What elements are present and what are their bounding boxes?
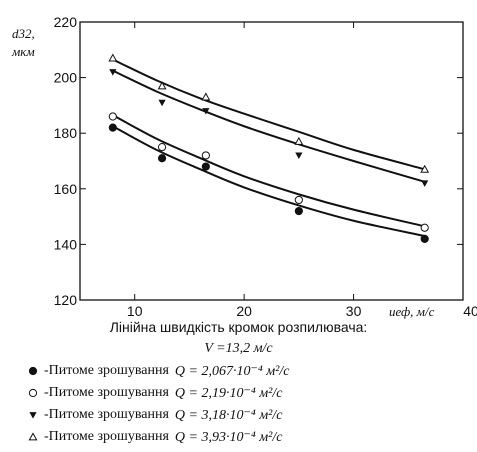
chart-caption-line-2: V =13,2 м/с — [0, 338, 477, 358]
tick-labels: 120 140 160 180 200 220 10 20 30 40 — [54, 14, 477, 319]
legend-item-2: -Питоме зрошування Q = 2,19·10⁻⁴ м²/с — [26, 382, 466, 404]
point-series-3-1 — [109, 69, 117, 76]
legend-marker-shape-3 — [29, 412, 37, 419]
chart: 120 140 160 180 200 220 10 20 30 40 d32, мкм uеф,… — [11, 14, 477, 319]
trend-line-series-1 — [112, 125, 425, 238]
legend-label-3: -Питоме зрошування — [44, 407, 169, 422]
y-tick-label-140: 140 — [54, 236, 78, 252]
chart-caption-line-1: Лінійна швидкість кромок розпилювача: — [109, 319, 368, 335]
point-series-1-2 — [157, 154, 167, 163]
legend-item-1: -Питоме зрошування Q = 2,067·10⁻⁴ м²/с — [26, 360, 466, 382]
legend-marker-shape-4 — [28, 432, 38, 441]
trend-line-series-2 — [112, 114, 425, 228]
trend-lines — [112, 58, 425, 238]
x-tick-label-40: 40 — [463, 303, 477, 319]
point-series-2-3 — [201, 151, 210, 160]
point-series-3-2 — [158, 99, 166, 107]
legend-marker-3 — [29, 412, 37, 419]
trend-line-series-4 — [112, 58, 425, 171]
legend-marker-shape-2 — [28, 388, 38, 398]
y-tick-label-200: 200 — [54, 70, 78, 86]
point-series-3-4 — [295, 152, 303, 160]
plot-area — [79, 21, 464, 301]
point-series-3-3 — [202, 108, 210, 115]
point-series-4-1 — [108, 53, 118, 62]
point-series-4-3 — [201, 92, 211, 101]
point-series-2-1 — [108, 112, 117, 121]
point-series-1-5 — [420, 234, 429, 243]
legend-formula-3: Q = 3,18·10⁻⁴ м²/с — [174, 407, 283, 423]
legend-item-4: -Питоме зрошування Q = 3,93·10⁻⁴ м²/с — [26, 426, 466, 448]
legend-item-3: -Питоме зрошування Q = 3,18·10⁻⁴ м²/с — [26, 404, 466, 426]
y-tick-label-160: 160 — [54, 181, 78, 197]
y-axis-unit: мкм — [11, 44, 35, 59]
legend-label-1: -Питоме зрошування — [44, 363, 169, 378]
velocity-text: V =13,2 м/с — [204, 341, 273, 356]
point-series-4-5 — [420, 164, 430, 173]
point-series-1-1 — [108, 123, 117, 132]
legend-formula-4: Q = 3,93·10⁻⁴ м²/с — [174, 429, 283, 445]
point-series-2-4 — [294, 195, 303, 205]
legend-marker-1 — [28, 366, 38, 376]
y-tick-label-220: 220 — [54, 14, 78, 30]
legend-label-2: -Питоме зрошування — [44, 385, 169, 400]
x-tick-label-10: 10 — [127, 303, 143, 319]
legend-label-4: -Питоме зрошування — [44, 429, 169, 444]
data-points — [108, 53, 430, 243]
legend-marker-2 — [28, 388, 38, 398]
point-series-1-3 — [201, 162, 210, 171]
point-series-1-4 — [294, 206, 303, 216]
x-tick-label-30: 30 — [346, 303, 362, 319]
legend-marker-4 — [28, 432, 38, 441]
legend: -Питоме зрошування Q = 2,067·10⁻⁴ м²/с -Пи… — [26, 360, 466, 448]
x-tick-label-20: 20 — [236, 303, 252, 319]
y-tick-label-120: 120 — [54, 292, 78, 308]
y-tick-label-180: 180 — [54, 125, 78, 141]
point-series-4-4 — [294, 136, 304, 145]
point-series-2-2 — [157, 143, 167, 152]
legend-marker-shape-1 — [28, 366, 38, 376]
point-series-2-5 — [420, 223, 429, 232]
x-axis-label: uеф, м/с — [389, 304, 435, 319]
plot-frame — [79, 21, 464, 301]
trend-line-series-3 — [112, 69, 425, 183]
point-series-4-2 — [157, 81, 167, 90]
y-axis-label: d32, — [12, 26, 35, 41]
legend-formula-2: Q = 2,19·10⁻⁴ м²/с — [174, 385, 283, 401]
legend-formula-1: Q = 2,067·10⁻⁴ м²/с — [174, 363, 290, 379]
point-series-3-5 — [421, 180, 429, 187]
